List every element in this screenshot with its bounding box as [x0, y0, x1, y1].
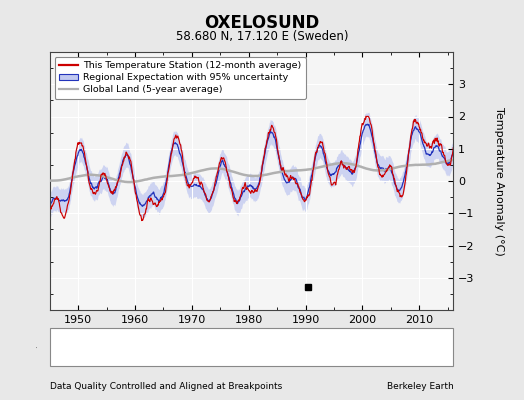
Text: Time of Obs. Change: Time of Obs. Change [282, 342, 381, 352]
Text: Record Gap: Record Gap [181, 342, 236, 352]
Y-axis label: Temperature Anomaly (°C): Temperature Anomaly (°C) [494, 107, 504, 255]
Text: Data Quality Controlled and Aligned at Breakpoints: Data Quality Controlled and Aligned at B… [50, 382, 282, 391]
Text: 58.680 N, 17.120 E (Sweden): 58.680 N, 17.120 E (Sweden) [176, 30, 348, 43]
Text: OXELOSUND: OXELOSUND [204, 14, 320, 32]
Text: Station Move: Station Move [88, 342, 150, 352]
Legend: This Temperature Station (12-month average), Regional Expectation with 95% uncer: This Temperature Station (12-month avera… [54, 57, 306, 99]
Text: Berkeley Earth: Berkeley Earth [387, 382, 453, 391]
Text: Empirical Break: Empirical Break [375, 342, 449, 352]
Text: ◆: ◆ [36, 346, 37, 348]
